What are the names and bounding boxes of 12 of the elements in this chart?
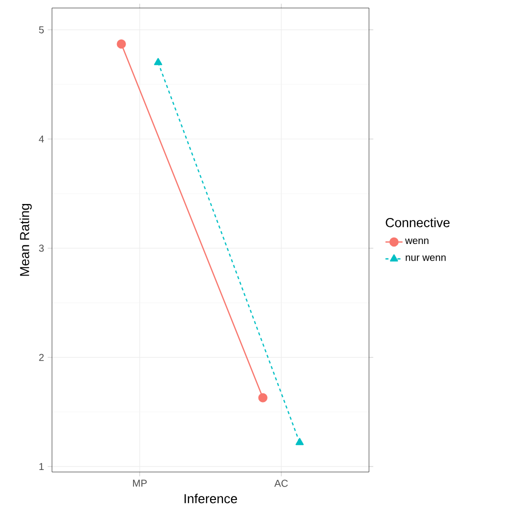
legend-label: wenn [405,238,428,244]
y-tick-label: 2 [39,354,44,361]
legend-label: nur wenn [406,255,446,261]
y-tick-label: 1 [39,463,44,470]
y-tick-label: 4 [38,136,44,142]
x-tick-label: MP [133,480,147,487]
x-axis-title: Inference [184,494,238,504]
y-axis-title: Mean Rating [20,204,32,276]
x-tick-label: AC [274,480,288,487]
y-tick-label: 3 [39,244,44,252]
legend-title: Connective [386,218,450,228]
y-tick-label: 5 [39,26,44,34]
